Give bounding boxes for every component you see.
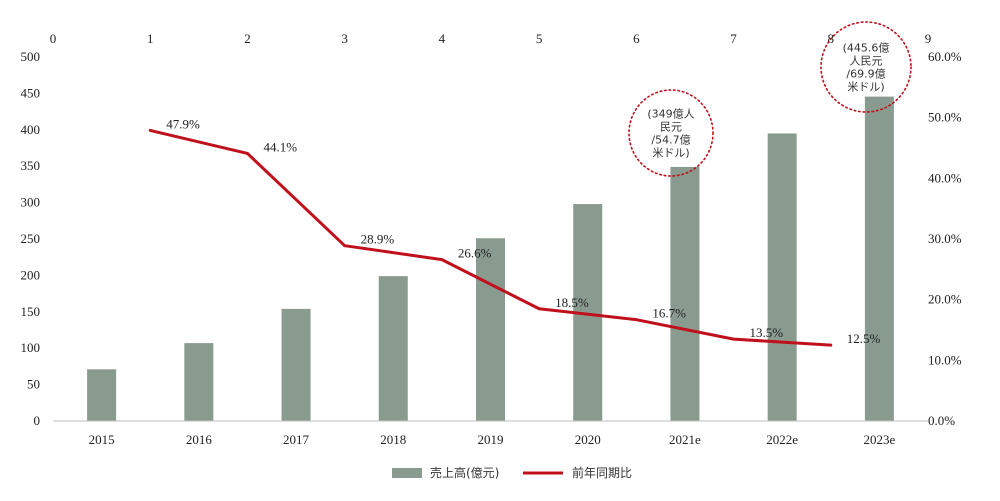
line-series	[148, 128, 833, 347]
growth-point-2016	[148, 128, 152, 132]
top-tick-label: 5	[536, 31, 543, 46]
growth-label-2017: 44.1%	[263, 139, 297, 154]
right-tick-label: 10.0%	[928, 352, 962, 367]
left-tick-label: 200	[21, 267, 41, 282]
left-tick-label: 150	[21, 304, 41, 319]
top-tick-label: 1	[147, 31, 154, 46]
x-tick-label: 2015	[89, 432, 115, 447]
callout-text-2023e: /69.9億	[846, 68, 885, 81]
x-tick-label: 2018	[380, 432, 406, 447]
callout-text-2023e: 米ドル)	[847, 81, 884, 94]
left-tick-label: 100	[21, 340, 41, 355]
growth-label-2021e: 16.7%	[652, 306, 686, 321]
legend-label-bar: 売上高(億元)	[430, 465, 499, 480]
bar-series	[87, 96, 894, 421]
growth-point-2020	[537, 307, 541, 311]
left-tick-label: 0	[34, 413, 41, 428]
legend: 売上高(億元) 前年同期比	[392, 465, 632, 480]
data-labels: 47.9% 44.1% 28.9% 26.6% 18.5% 16.7% 13.5% 12.5%	[166, 116, 880, 346]
legend-swatch-bar	[392, 468, 422, 478]
callout-text-2023e: (445.6億	[843, 42, 890, 55]
left-tick-label: 300	[21, 195, 41, 210]
callout-circle-2021e	[628, 89, 714, 177]
x-tick-label: 2016	[186, 432, 213, 447]
bar-2019	[476, 238, 505, 421]
top-tick-label: 6	[633, 31, 640, 46]
left-tick-label: 400	[21, 122, 41, 137]
growth-label-2018: 28.9%	[361, 232, 395, 247]
growth-point-2021e	[634, 318, 638, 322]
left-tick-label: 500	[21, 49, 41, 64]
top-tick-label: 4	[439, 31, 446, 46]
callout-circle-2023e	[820, 21, 912, 113]
top-tick-label: 2	[244, 31, 251, 46]
growth-label-2020: 18.5%	[555, 295, 589, 310]
right-tick-label: 40.0%	[928, 170, 962, 185]
top-tick-label: 7	[730, 31, 737, 46]
callout-text-2023e: 人民元	[850, 55, 883, 68]
x-tick-label: 2017	[283, 432, 310, 447]
left-tick-label: 450	[21, 85, 41, 100]
left-tick-label: 250	[21, 231, 41, 246]
right-tick-label: 60.0%	[928, 49, 962, 64]
growth-label-2019: 26.6%	[458, 246, 492, 261]
bar-2018	[378, 276, 408, 421]
legend-label-line: 前年同期比	[572, 465, 632, 480]
growth-line	[149, 128, 831, 347]
callout-text-2021e: (349億人	[647, 108, 694, 121]
callout-text-2021e: /54.7億	[651, 134, 690, 147]
x-tick-label: 2022e	[766, 432, 798, 447]
callout-text-2021e: 民元	[660, 121, 682, 134]
left-tick-label: 350	[21, 158, 41, 173]
right-tick-label: 0.0%	[928, 413, 955, 428]
bar-2015	[87, 369, 117, 421]
bar-2016	[184, 343, 214, 421]
top-tick-label: 9	[925, 31, 932, 46]
bar-2022e	[767, 133, 797, 421]
growth-point-2019	[440, 258, 444, 262]
x-tick-label: 2023e	[863, 432, 895, 447]
x-tick-label: 2021e	[669, 432, 701, 447]
growth-label-2023e: 12.5%	[847, 331, 881, 346]
growth-point-2023e	[829, 343, 833, 347]
top-tick-label: 3	[341, 31, 348, 46]
axes: 2015 2016 2017 2018 2019 2020 2021e 2022e 2023e0…	[21, 31, 962, 447]
right-tick-label: 20.0%	[928, 292, 962, 307]
x-tick-label: 2019	[478, 432, 504, 447]
right-tick-label: 30.0%	[928, 231, 962, 246]
x-tick-label: 2020	[575, 432, 601, 447]
callout-text-2021e: 米ドル)	[652, 147, 689, 160]
growth-label-2016: 47.9%	[166, 116, 200, 131]
growth-point-2018	[343, 244, 347, 248]
bar-2021e	[670, 166, 700, 421]
growth-label-2022e: 13.5%	[750, 325, 784, 340]
right-tick-label: 50.0%	[928, 110, 962, 125]
bar-2023e	[864, 96, 894, 421]
growth-point-2017	[245, 151, 249, 155]
growth-point-2022e	[732, 337, 736, 341]
bar-2017	[281, 308, 311, 421]
top-tick-label: 0	[50, 31, 57, 46]
left-tick-label: 50	[27, 377, 40, 392]
